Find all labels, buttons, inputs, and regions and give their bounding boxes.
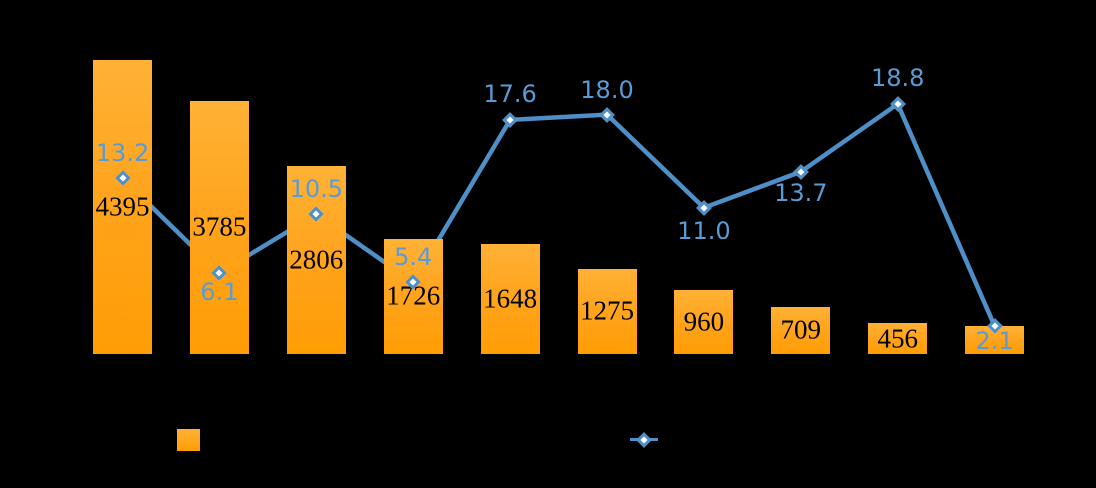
bar	[286, 166, 346, 354]
bar	[383, 238, 443, 354]
trend-line	[120, 101, 997, 329]
line-point-diamond-icon	[696, 199, 712, 216]
line-value-label: 13.7	[774, 178, 828, 207]
line-point-diamond-icon	[793, 164, 809, 180]
line-point-diamond-icon	[502, 112, 518, 128]
bar	[189, 100, 249, 354]
bar	[771, 306, 831, 354]
line-value-label: 6.1	[200, 277, 239, 306]
bar-value-label: 4395	[95, 191, 150, 222]
bar-value-label: 709	[780, 314, 822, 345]
bar-value-label: 456	[877, 323, 918, 354]
bar-value-label: 2806	[289, 244, 344, 275]
legend-diamond-icon	[636, 431, 652, 448]
bar	[868, 323, 928, 354]
line-value-label: 18.0	[580, 75, 634, 104]
legend-bar-swatch	[177, 429, 200, 451]
line-value-label: 10.5	[289, 175, 344, 204]
legend-line-marker	[630, 431, 658, 448]
line-value-label: 18.8	[870, 63, 925, 92]
bar-value-label: 1275	[580, 295, 634, 326]
bar	[577, 268, 637, 354]
line-point-diamond-icon	[599, 106, 615, 123]
bar-value-label: 960	[683, 306, 725, 337]
line-value-label: 5.4	[394, 243, 433, 272]
line-point-diamond-icon	[889, 96, 906, 112]
bar	[480, 243, 540, 354]
line-value-label: 13.2	[95, 139, 150, 168]
bar	[93, 60, 152, 354]
bar-value-label: 3785	[192, 211, 247, 242]
bar-value-label: 1648	[483, 283, 538, 314]
line-value-label: 2.1	[975, 327, 1014, 356]
line-value-label: 17.6	[483, 79, 537, 108]
line-value-label: 11.0	[677, 216, 731, 245]
bar	[674, 289, 734, 354]
